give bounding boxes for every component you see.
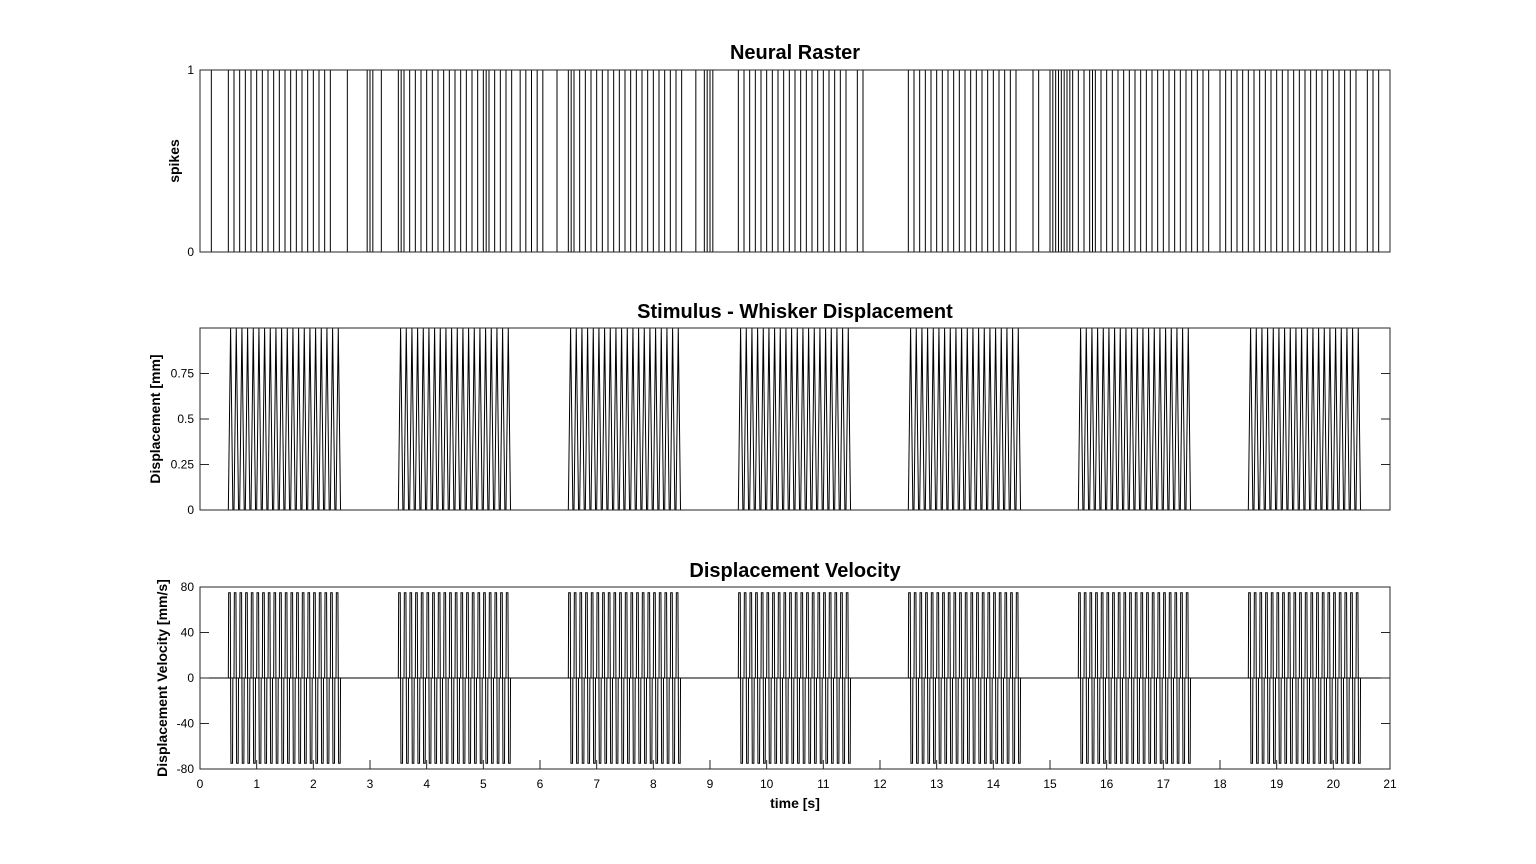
x-tick-label: 16: [1100, 777, 1114, 791]
x-tick-label: 12: [873, 777, 887, 791]
x-tick-label: 11: [817, 777, 830, 791]
velocity-pulse-train: [1247, 592, 1362, 764]
x-tick-label: 15: [1043, 777, 1057, 791]
x-tick-label: 8: [650, 777, 657, 791]
displacement-title: Stimulus - Whisker Displacement: [637, 301, 953, 323]
raster-y-label: spikes: [166, 139, 182, 183]
y-tick-label: 0.75: [171, 367, 195, 381]
x-tick-label: 17: [1157, 777, 1171, 791]
x-tick-label: 5: [480, 777, 487, 791]
x-tick-label: 9: [707, 777, 714, 791]
y-tick-label: 0: [187, 671, 194, 685]
velocity-y-label: Displacement Velocity [mm/s]: [154, 579, 170, 777]
y-tick-label: 0: [187, 245, 194, 259]
displacement-panel: 0 0.25 0.5 0.75 Stimulus - Whisker Displace…: [147, 301, 1391, 517]
x-tick-label: 0: [197, 777, 204, 791]
x-tick-label: 2: [310, 777, 317, 791]
x-tick-label: 20: [1327, 777, 1341, 791]
velocity-pulse-train: [397, 592, 512, 764]
x-tick-label: 10: [760, 777, 774, 791]
x-tick-label: 4: [423, 777, 430, 791]
x-tick-label: 6: [537, 777, 544, 791]
y-tick-label: 0: [187, 503, 194, 517]
y-tick-label: 0.25: [171, 458, 195, 472]
y-tick-label: 40: [181, 626, 195, 640]
y-tick-label: -80: [177, 762, 195, 776]
x-tick-label: 1: [253, 777, 260, 791]
x-tick-label: 18: [1213, 777, 1227, 791]
raster-spikes: [199, 70, 1380, 252]
velocity-pulse-train: [907, 592, 1022, 764]
x-tick-label: 7: [593, 777, 600, 791]
velocity-title: Displacement Velocity: [689, 560, 901, 582]
velocity-pulse-train: [227, 592, 342, 764]
displacement-y-label: Displacement [mm]: [147, 354, 163, 483]
velocity-x-label: time [s]: [770, 795, 820, 811]
x-tick-label: 19: [1270, 777, 1284, 791]
raster-axes-box: [199, 69, 1391, 253]
raster-panel: 0 1 Neural Raster spikes: [166, 42, 1391, 259]
x-tick-label: 3: [367, 777, 374, 791]
y-tick-label: 1: [187, 63, 194, 77]
displacement-y-axis: 0 0.25 0.5 0.75: [171, 367, 1390, 517]
displacement-axes-box: [199, 327, 1391, 511]
raster-title: Neural Raster: [730, 42, 860, 64]
x-tick-label: 14: [987, 777, 1001, 791]
velocity-axes-box: [199, 586, 1391, 770]
y-tick-label: 0.5: [177, 412, 194, 426]
x-tick-label: 21: [1383, 777, 1397, 791]
x-tick-label: 13: [930, 777, 944, 791]
y-tick-label: 80: [181, 580, 195, 594]
velocity-x-axis: 0 1 2 3 4 5 6 7 8 9 10 11 12 13 14 15 16 17 18 19 20 21: [197, 760, 1397, 791]
velocity-pulse-train: [737, 592, 852, 764]
y-tick-label: -40: [177, 717, 195, 731]
velocity-pulse-train: [1077, 592, 1192, 764]
velocity-pulse-train: [567, 592, 682, 764]
velocity-trace: [200, 592, 1390, 764]
